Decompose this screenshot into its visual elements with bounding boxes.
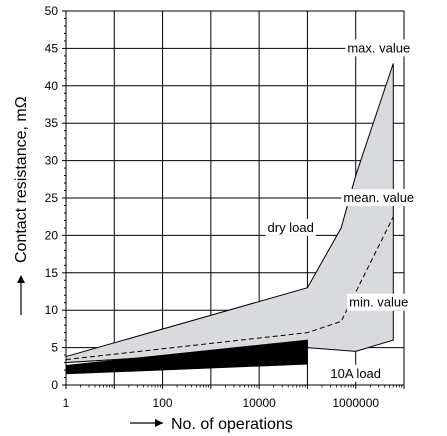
annotation-text: min. value xyxy=(349,295,408,310)
annotation-text: max. value xyxy=(347,40,410,55)
annotation-background xyxy=(341,189,417,206)
x-axis-label-group: No. of operations xyxy=(130,416,293,433)
y-tick-label: 20 xyxy=(45,228,59,242)
series-lines xyxy=(65,216,394,361)
annotation-background xyxy=(347,293,411,311)
y-tick-label: 45 xyxy=(45,41,59,55)
y-tick-label: 50 xyxy=(45,4,59,18)
annotation-background xyxy=(345,39,413,57)
annotation-background xyxy=(265,218,316,236)
y-axis-label-group: Contact resistance, mΩ xyxy=(13,96,30,315)
y-tick-label: 15 xyxy=(45,266,59,280)
y-tick-label: 30 xyxy=(45,154,59,168)
annotation-background xyxy=(328,364,384,382)
y-tick-label: 0 xyxy=(51,378,58,392)
x-tick-label: 100 xyxy=(153,396,173,410)
annotation: 10A load xyxy=(328,364,384,382)
annotation: mean. value xyxy=(341,189,417,206)
x-tick-label: 1000000 xyxy=(332,396,379,410)
x-axis-arrow-head xyxy=(155,419,163,427)
annotation-text: mean. value xyxy=(343,190,414,205)
annotation: dry load xyxy=(265,218,316,236)
annotation-text: 10A load xyxy=(330,366,381,381)
y-axis-arrow-head xyxy=(17,275,25,283)
y-tick-label: 25 xyxy=(45,191,59,205)
series-bands xyxy=(65,63,394,375)
y-axis-label: Contact resistance, mΩ xyxy=(13,96,30,263)
y-tick-label: 10 xyxy=(45,303,59,317)
annotation: max. value xyxy=(345,39,413,57)
annotation: min. value xyxy=(347,293,411,311)
line-mean-value xyxy=(65,216,394,361)
x-tick-label: 1 xyxy=(63,396,70,410)
x-tick-label: 10000 xyxy=(242,396,276,410)
y-tick-label: 35 xyxy=(45,116,59,130)
annotations: max. value mean. value dry load min. value 1… xyxy=(265,39,417,382)
y-axis-ticks: 0 5 10 15 20 25 30 35 40 45 50 xyxy=(45,4,66,392)
annotation-text: dry load xyxy=(268,220,314,235)
band-dry-load xyxy=(65,63,394,364)
y-tick-label: 40 xyxy=(45,79,59,93)
x-axis-label: No. of operations xyxy=(171,416,293,433)
x-axis-ticks: 1 100 10000 1000000 xyxy=(63,385,405,410)
y-tick-label: 5 xyxy=(51,341,58,355)
